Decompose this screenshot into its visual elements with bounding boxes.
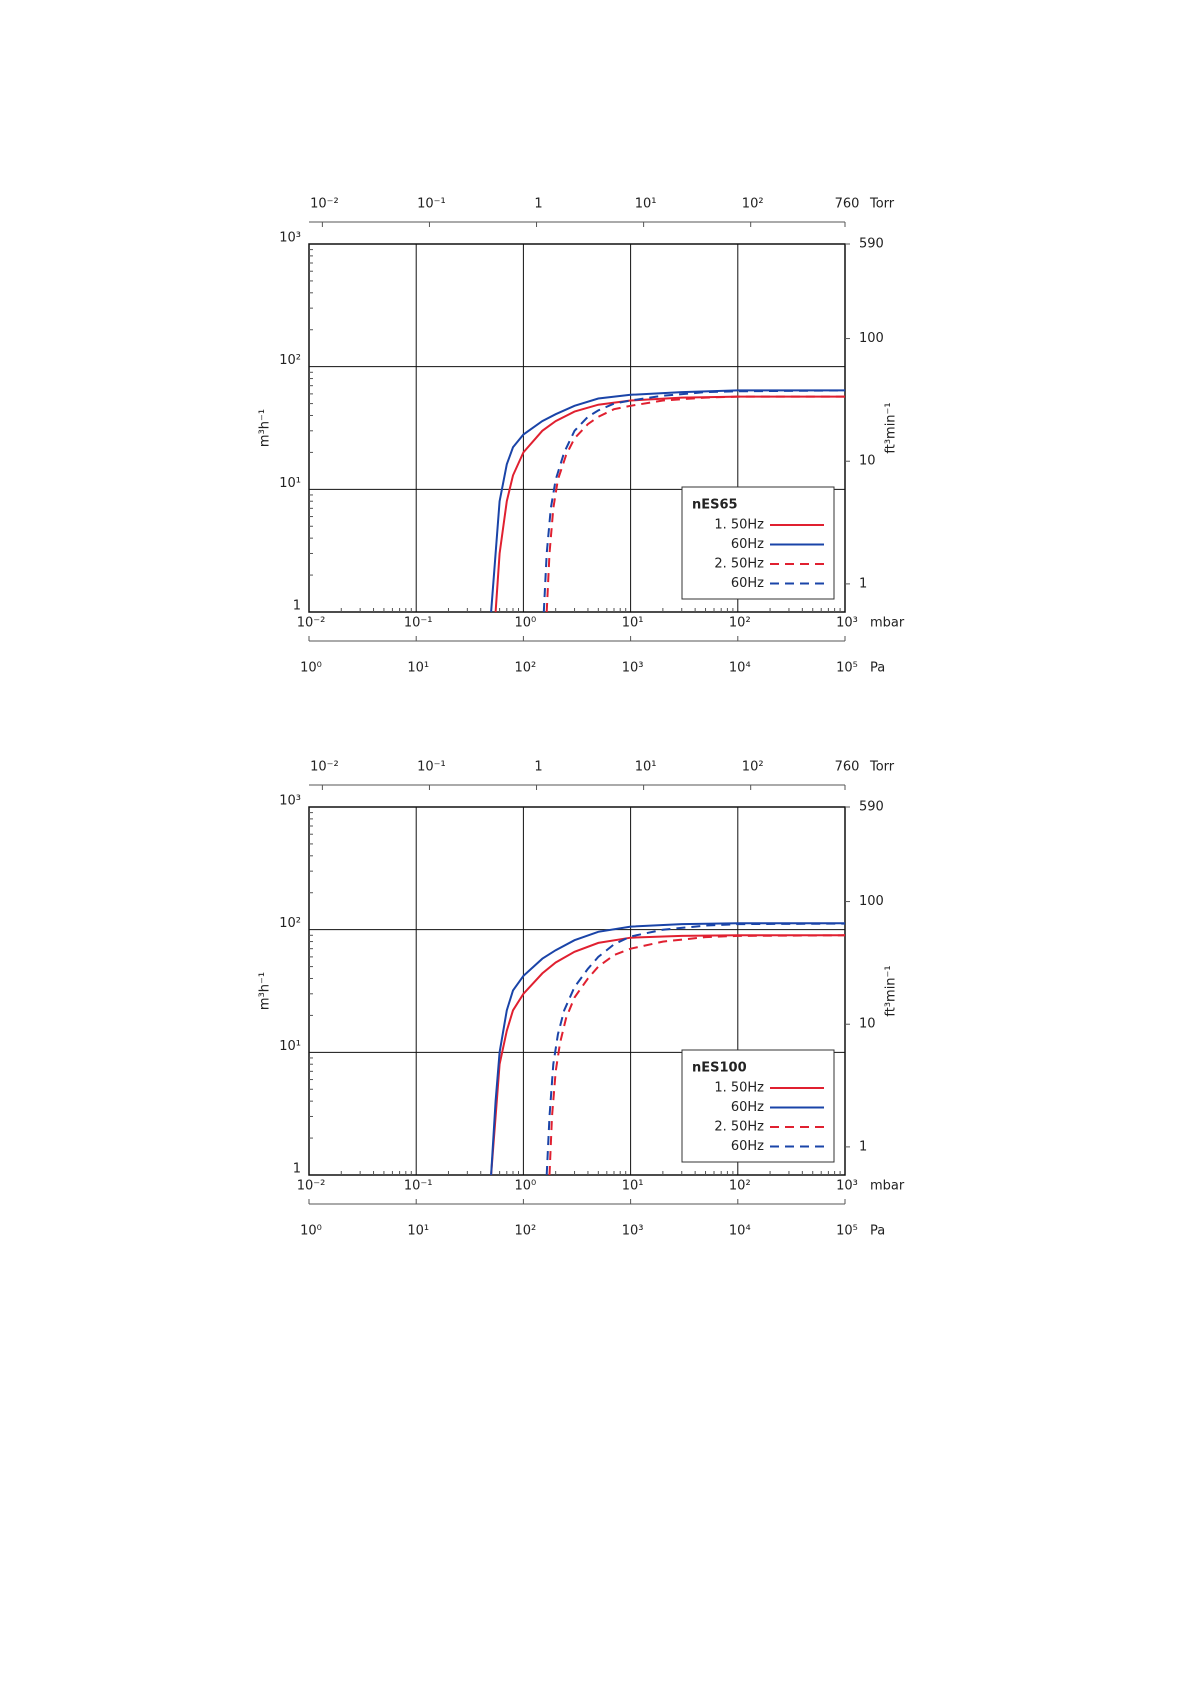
torr-tick-label: 1: [534, 197, 542, 212]
legend-box: [681, 1049, 835, 1163]
pa-tick-label: 10²: [515, 1224, 537, 1239]
torr-tick-label: 760: [835, 760, 860, 775]
legend-label: 60Hz: [731, 537, 764, 552]
torr-tick-label: 10²: [742, 197, 764, 212]
y-tick-label: 10¹: [279, 476, 301, 491]
x-tick-label: 10²: [729, 1179, 751, 1194]
x-tick-label: 10⁻¹: [404, 616, 433, 631]
y2-tick-label: 1: [859, 576, 867, 591]
chart: 10⁻² 10⁻¹ 10⁰ 10¹ 10² 10³ 1 10¹ 10² 10³ mbar 10⁻² 10…: [258, 197, 905, 676]
y-tick-label: 10²: [279, 353, 301, 368]
legend: nES100 1. 50Hz 60Hz 2. 50Hz 60Hz: [681, 1049, 835, 1163]
pa-tick-label: 10¹: [407, 661, 429, 676]
legend-label: 2. 50Hz: [714, 557, 764, 572]
pa-unit: Pa: [870, 661, 885, 676]
legend: nES65 1. 50Hz 60Hz 2. 50Hz 60Hz: [681, 486, 835, 600]
legend-label: 2. 50Hz: [714, 1120, 764, 1135]
y2-tick-label: 100: [859, 331, 884, 346]
legend-title: nES65: [692, 498, 738, 513]
legend-label: 1. 50Hz: [714, 518, 764, 533]
series-line: [490, 934, 845, 1176]
plot-frame: [308, 806, 846, 1176]
pa-tick-label: 10³: [622, 1224, 644, 1239]
legend-label: 60Hz: [731, 1139, 764, 1154]
series-line: [545, 395, 845, 613]
pa-tick-label: 10⁰: [300, 1224, 322, 1239]
torr-tick-label: 10¹: [635, 760, 657, 775]
series-line: [490, 922, 845, 1176]
torr-unit: Torr: [869, 760, 895, 775]
x-tick-label: 10¹: [622, 616, 644, 631]
torr-tick-label: 10⁻¹: [417, 760, 446, 775]
x-axis-unit: mbar: [870, 616, 905, 631]
x-tick-label: 10⁰: [515, 1179, 537, 1194]
x-tick-label: 10⁻²: [297, 1179, 326, 1194]
pa-tick-label: 10³: [622, 661, 644, 676]
pa-tick-label: 10⁵: [836, 1224, 858, 1239]
torr-tick-label: 760: [835, 197, 860, 212]
y2-tick-label: 590: [859, 237, 884, 252]
y2-axis-title: ft³min⁻¹: [884, 402, 899, 453]
x-tick-label: 10⁻¹: [404, 1179, 433, 1194]
y2-axis-title: ft³min⁻¹: [884, 965, 899, 1016]
x-tick-label: 10⁰: [515, 616, 537, 631]
x-axis-unit: mbar: [870, 1179, 905, 1194]
y-tick-label: 10¹: [279, 1039, 301, 1054]
x-tick-label: 10³: [836, 616, 858, 631]
torr-tick-label: 10⁻²: [310, 760, 339, 775]
chart: 10⁻² 10⁻¹ 10⁰ 10¹ 10² 10³ 1 10¹ 10² 10³ mbar 10⁻² 10…: [258, 760, 905, 1239]
pa-tick-label: 10⁴: [729, 1224, 751, 1239]
pa-tick-label: 10⁵: [836, 661, 858, 676]
x-tick-label: 10⁻²: [297, 616, 326, 631]
pa-tick-label: 10⁰: [300, 661, 322, 676]
torr-tick-label: 10¹: [635, 197, 657, 212]
y2-tick-label: 1: [859, 1139, 867, 1154]
x-tick-label: 10³: [836, 1179, 858, 1194]
x-tick-label: 10²: [729, 616, 751, 631]
torr-tick-label: 1: [534, 760, 542, 775]
torr-tick-label: 10²: [742, 760, 764, 775]
legend-label: 1. 50Hz: [714, 1081, 764, 1096]
y-tick-label: 10³: [279, 794, 301, 809]
y-tick-label: 1: [293, 1162, 301, 1177]
y-tick-label: 1: [293, 599, 301, 614]
y-axis-title: m³h⁻¹: [258, 972, 273, 1010]
series-line: [542, 389, 846, 613]
series-line: [494, 395, 845, 613]
y2-tick-label: 10: [859, 454, 876, 469]
series-line: [490, 389, 845, 613]
torr-tick-label: 10⁻²: [310, 197, 339, 212]
y2-tick-label: 10: [859, 1017, 876, 1032]
plot-frame: [308, 243, 846, 613]
y2-tick-label: 590: [859, 800, 884, 815]
y-tick-label: 10²: [279, 916, 301, 931]
legend-title: nES100: [692, 1061, 747, 1076]
pa-tick-label: 10¹: [407, 1224, 429, 1239]
torr-unit: Torr: [869, 197, 895, 212]
pa-unit: Pa: [870, 1224, 885, 1239]
pa-tick-label: 10⁴: [729, 661, 751, 676]
y-axis-title: m³h⁻¹: [258, 409, 273, 447]
legend-label: 60Hz: [731, 576, 764, 591]
series-line: [548, 934, 846, 1176]
y2-tick-label: 100: [859, 894, 884, 909]
legend-label: 60Hz: [731, 1100, 764, 1115]
pa-tick-label: 10²: [515, 661, 537, 676]
x-tick-label: 10¹: [622, 1179, 644, 1194]
series-line: [545, 922, 846, 1176]
legend-box: [681, 486, 835, 600]
y-tick-label: 10³: [279, 231, 301, 246]
torr-tick-label: 10⁻¹: [417, 197, 446, 212]
